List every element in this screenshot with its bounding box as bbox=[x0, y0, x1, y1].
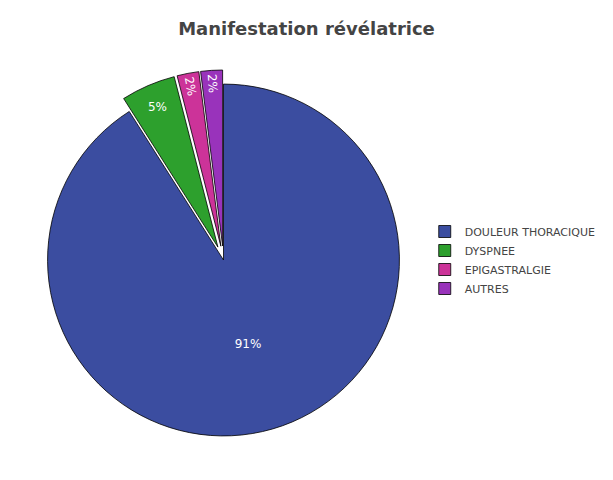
svg-text:2%: 2% bbox=[182, 76, 199, 97]
svg-text:DOULEUR THORACIQUE: DOULEUR THORACIQUE bbox=[465, 226, 595, 239]
svg-text:5%: 5% bbox=[148, 100, 167, 114]
svg-text:DYSPNEE: DYSPNEE bbox=[465, 245, 515, 258]
svg-text:AUTRES: AUTRES bbox=[465, 283, 509, 296]
svg-text:Manifestation révélatrice: Manifestation révélatrice bbox=[178, 18, 435, 39]
svg-text:EPIGASTRALGIE: EPIGASTRALGIE bbox=[465, 264, 551, 277]
svg-text:2%: 2% bbox=[205, 73, 220, 93]
svg-text:91%: 91% bbox=[235, 337, 262, 351]
